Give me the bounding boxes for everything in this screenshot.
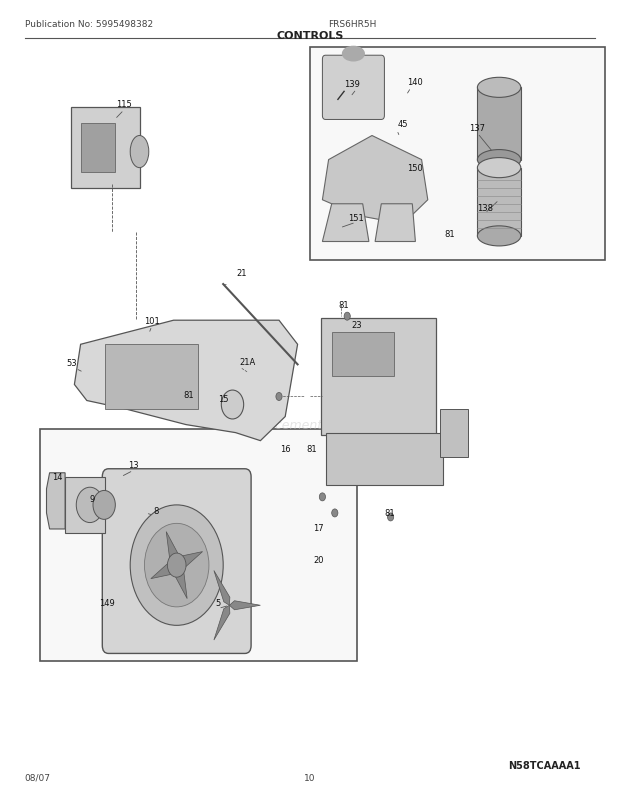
Polygon shape [151,564,177,579]
Polygon shape [229,601,260,610]
Ellipse shape [130,136,149,168]
Bar [477,88,521,160]
Text: 10: 10 [304,773,316,782]
Circle shape [144,524,209,607]
Ellipse shape [477,159,521,179]
Text: 140: 140 [407,78,423,87]
Bar [81,124,115,172]
Polygon shape [166,532,178,565]
Bar [40,429,356,662]
FancyBboxPatch shape [322,56,384,120]
Text: 151: 151 [348,213,364,223]
Circle shape [344,313,350,321]
Text: 16: 16 [280,444,291,454]
Text: 81: 81 [384,508,395,518]
Text: 81: 81 [184,390,195,399]
Text: 14: 14 [52,472,62,482]
Text: 139: 139 [344,79,360,89]
Circle shape [167,553,186,577]
Ellipse shape [477,150,521,170]
Polygon shape [322,136,428,225]
Bar [477,168,521,237]
Text: 21: 21 [237,268,247,277]
Text: 115: 115 [116,99,132,109]
Text: N58TCAAAA1: N58TCAAAA1 [508,760,581,770]
Text: 08/07: 08/07 [25,773,51,782]
FancyBboxPatch shape [102,469,251,654]
Text: 53: 53 [66,358,77,368]
Text: 23: 23 [351,320,362,330]
Circle shape [221,391,244,419]
Text: 81: 81 [339,300,350,310]
Bar [440,409,468,457]
Polygon shape [322,205,369,242]
Circle shape [332,509,338,517]
Text: CONTROLS: CONTROLS [277,30,343,40]
Text: 45: 45 [398,119,408,129]
Polygon shape [214,606,230,640]
Bar [310,48,604,261]
Text: 21A: 21A [240,358,256,367]
Text: 81: 81 [306,444,317,454]
Text: 138: 138 [477,204,493,213]
Text: 137: 137 [469,124,485,133]
Bar [65,477,105,533]
Text: 17: 17 [313,523,324,533]
Circle shape [93,491,115,520]
Text: FRS6HR5H: FRS6HR5H [329,20,377,29]
Circle shape [319,493,326,501]
Circle shape [276,393,282,401]
Text: 8: 8 [154,506,159,516]
Bar [332,333,394,377]
FancyBboxPatch shape [321,318,436,435]
Text: sReplacementParts.com: sReplacementParts.com [234,419,386,431]
Bar [105,345,198,409]
Text: 15: 15 [218,395,228,404]
Polygon shape [175,565,187,599]
Text: 101: 101 [144,316,160,326]
Ellipse shape [477,226,521,247]
Polygon shape [375,205,415,242]
Text: 9: 9 [89,494,94,504]
FancyBboxPatch shape [71,108,140,188]
Text: 149: 149 [99,598,115,608]
Circle shape [130,505,223,626]
Text: Publication No: 5995498382: Publication No: 5995498382 [25,20,153,29]
Ellipse shape [477,78,521,99]
Bar [326,433,443,485]
Ellipse shape [342,47,365,62]
Text: 20: 20 [314,555,324,565]
Text: 150: 150 [407,164,423,173]
Circle shape [388,513,394,521]
Text: 13: 13 [128,460,139,470]
Polygon shape [74,321,298,441]
Text: 81: 81 [445,229,456,239]
Text: 5: 5 [216,598,221,608]
Polygon shape [214,571,230,606]
Polygon shape [177,552,203,567]
Circle shape [76,488,104,523]
Polygon shape [46,473,65,529]
